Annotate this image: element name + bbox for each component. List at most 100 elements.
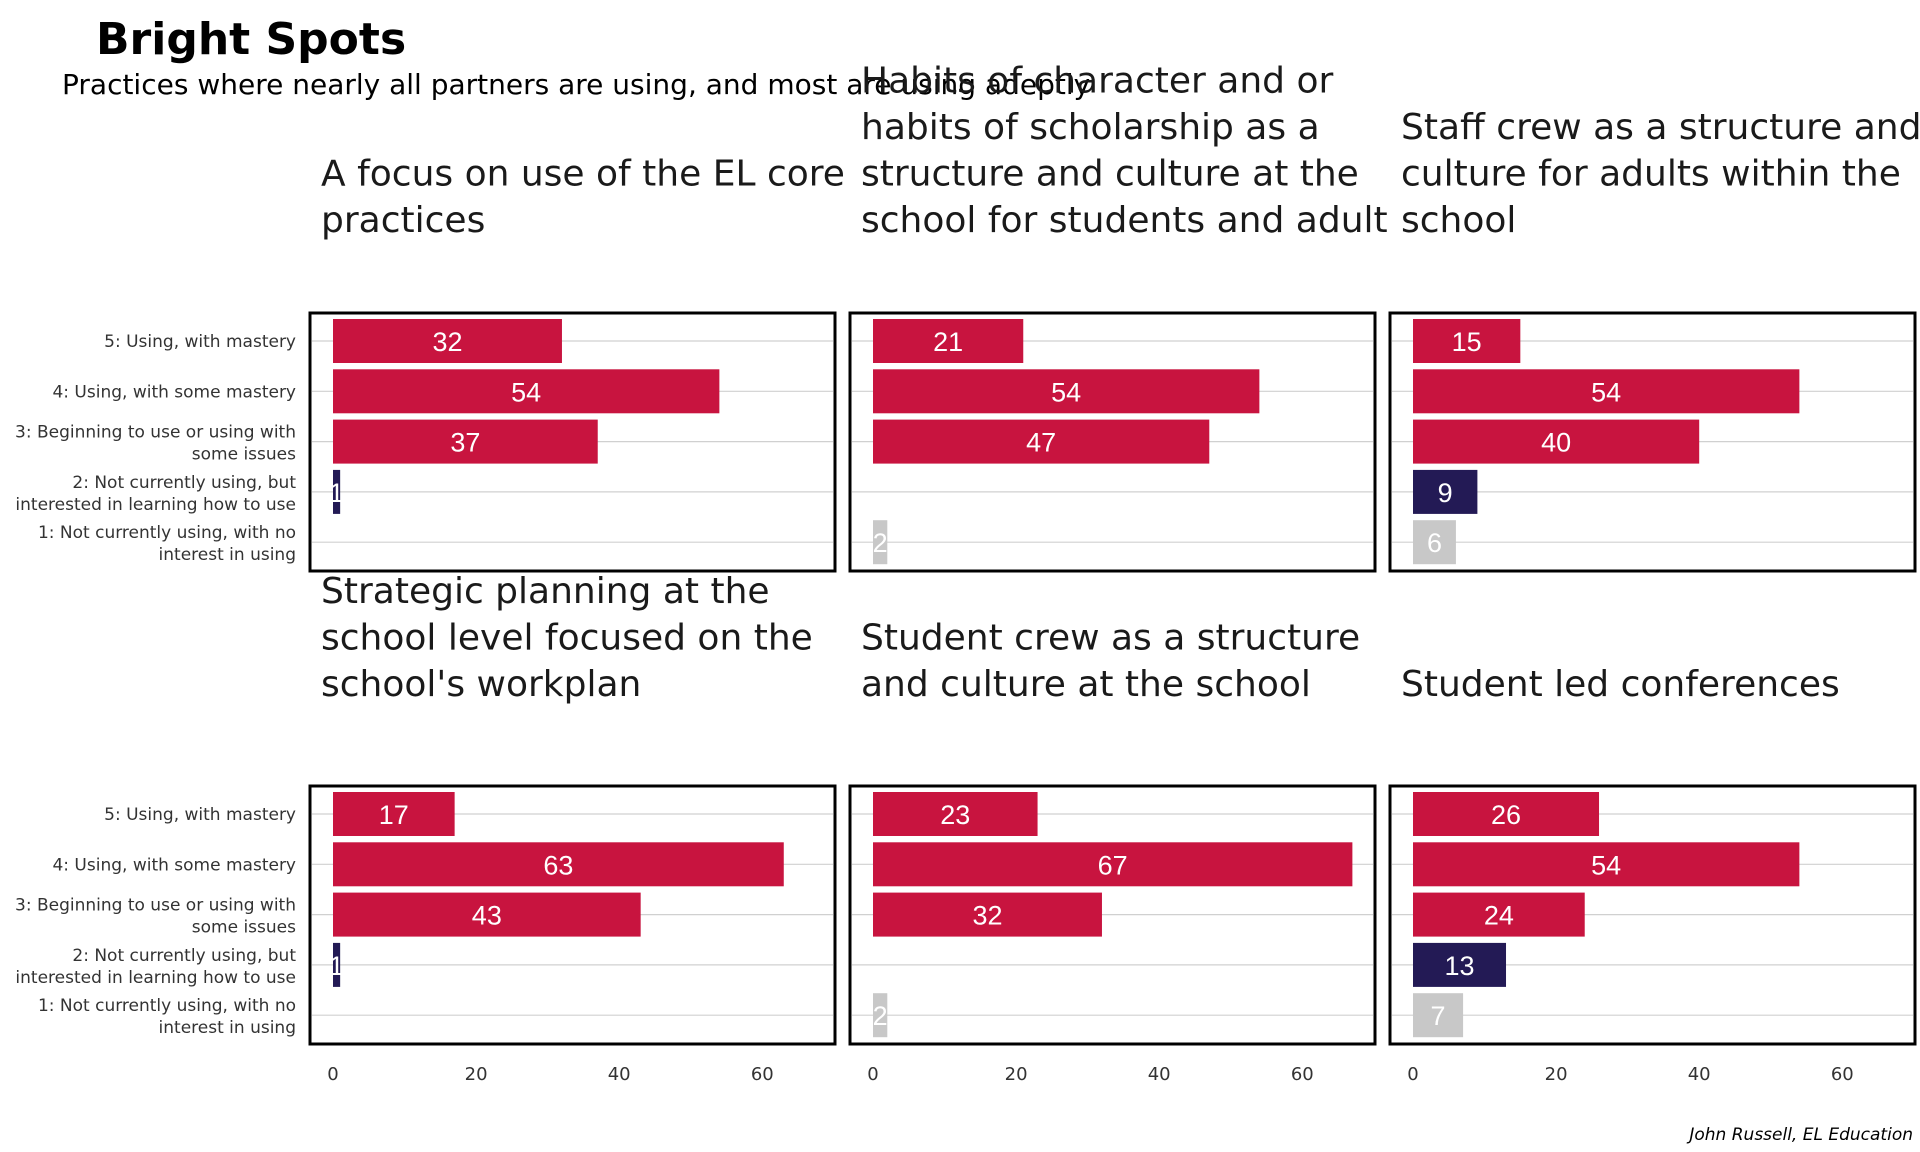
- bar: [873, 520, 888, 565]
- panel-title-line: Student led conferences: [1401, 664, 1840, 705]
- x-tick-label: 0: [1407, 1064, 1418, 1085]
- bar: [873, 369, 1260, 414]
- panel-title-line: school level focused on the: [321, 618, 813, 659]
- x-tick-label: 0: [327, 1064, 338, 1085]
- page-title: Bright Spots: [96, 14, 407, 65]
- bar-value-label: 63: [543, 850, 573, 880]
- bar: [1413, 469, 1478, 514]
- x-tick-label: 20: [1005, 1064, 1028, 1085]
- bar-value-label: 15: [1452, 327, 1482, 357]
- bar: [333, 942, 341, 987]
- bar: [1413, 842, 1800, 887]
- category-label: 3: Beginning to use or using with: [15, 423, 296, 443]
- x-tick-label: 20: [1545, 1064, 1568, 1085]
- x-tick-label: 60: [751, 1064, 774, 1085]
- panel-frame: [308, 784, 837, 1046]
- x-tick-label: 0: [867, 1064, 878, 1085]
- bar-value-label: 23: [940, 800, 970, 830]
- bar: [333, 369, 720, 414]
- bar-value-label: 7: [1431, 1001, 1446, 1031]
- category-label: interest in using: [159, 545, 296, 565]
- page-subtitle: Practices where nearly all partners are …: [62, 68, 1091, 101]
- bar-value-label: 1: [329, 478, 344, 508]
- panel-frame: [1388, 311, 1917, 573]
- bar: [1413, 942, 1507, 987]
- bar-value-label: 43: [472, 901, 502, 931]
- panel-frame: [308, 311, 837, 573]
- panel-title-line: Staff crew as a structure and: [1401, 107, 1920, 148]
- bar: [873, 319, 1024, 363]
- panel-title-line: habits of scholarship as a: [861, 107, 1320, 148]
- category-label: 5: Using, with mastery: [104, 805, 296, 825]
- bar-value-label: 6: [1427, 528, 1442, 558]
- bar: [873, 892, 1102, 937]
- bar-value-label: 17: [379, 800, 409, 830]
- panel-title-line: school: [1401, 200, 1516, 241]
- bar: [873, 993, 888, 1038]
- category-label: 2: Not currently using, but: [72, 946, 296, 966]
- panel-title-line: structure and culture at the: [861, 154, 1359, 195]
- panel-title-line: culture for adults within the: [1401, 154, 1901, 195]
- category-label: some issues: [192, 445, 296, 465]
- bar: [333, 419, 598, 464]
- category-label: 3: Beginning to use or using with: [15, 896, 296, 916]
- panel-frame: [1388, 784, 1917, 1046]
- category-label: interested in learning how to use: [15, 968, 296, 988]
- category-label: 2: Not currently using, but: [72, 473, 296, 493]
- bar-value-label: 2: [873, 1001, 888, 1031]
- bar: [333, 792, 455, 836]
- bar-value-label: 54: [1051, 377, 1081, 407]
- panel-title-line: practices: [321, 200, 485, 241]
- bar-value-label: 54: [511, 377, 541, 407]
- category-label: some issues: [192, 918, 296, 938]
- x-tick-label: 40: [1688, 1064, 1711, 1085]
- bar-value-label: 9: [1438, 478, 1453, 508]
- panel-title-line: Habits of character and or: [861, 61, 1333, 102]
- panel-title-line: Student crew as a structure: [861, 618, 1360, 659]
- bar-value-label: 54: [1591, 377, 1621, 407]
- bar-value-label: 54: [1591, 850, 1621, 880]
- caption: John Russell, EL Education: [1689, 1125, 1913, 1145]
- bar-value-label: 1: [329, 951, 344, 981]
- category-label: 4: Using, with some mastery: [52, 382, 296, 402]
- bar: [333, 469, 341, 514]
- bar-value-label: 32: [432, 327, 462, 357]
- bar: [1413, 369, 1800, 414]
- bar: [1413, 319, 1521, 363]
- bar: [1413, 892, 1585, 937]
- panel-title-line: school's workplan: [321, 664, 641, 705]
- x-tick-label: 60: [1291, 1064, 1314, 1085]
- panel-title-line: and culture at the school: [861, 664, 1311, 705]
- bar: [1413, 520, 1456, 565]
- bar-value-label: 24: [1484, 901, 1514, 931]
- bar-value-label: 32: [972, 901, 1002, 931]
- bar-value-label: 37: [450, 428, 480, 458]
- bar: [1413, 792, 1600, 836]
- bar-value-label: 67: [1098, 850, 1128, 880]
- bar: [333, 892, 641, 937]
- bar-value-label: 21: [933, 327, 963, 357]
- category-label: interested in learning how to use: [15, 495, 296, 515]
- bar-value-label: 2: [873, 528, 888, 558]
- category-label: 1: Not currently using, with no: [38, 996, 296, 1016]
- bar-value-label: 13: [1444, 951, 1474, 981]
- panel-frame: [848, 784, 1377, 1046]
- category-label: 1: Not currently using, with no: [38, 523, 296, 543]
- bar: [873, 792, 1038, 836]
- category-label: 5: Using, with mastery: [104, 332, 296, 352]
- x-tick-label: 60: [1831, 1064, 1854, 1085]
- panel-title-line: A focus on use of the EL core: [321, 154, 845, 195]
- panel-title-line: Strategic planning at the: [321, 571, 770, 612]
- bar-value-label: 40: [1541, 428, 1571, 458]
- x-tick-label: 40: [608, 1064, 631, 1085]
- category-label: interest in using: [159, 1018, 296, 1038]
- bar-value-label: 26: [1491, 800, 1521, 830]
- category-label: 4: Using, with some mastery: [52, 855, 296, 875]
- bar: [333, 319, 562, 363]
- x-tick-label: 40: [1148, 1064, 1171, 1085]
- bar: [333, 842, 784, 887]
- x-tick-label: 20: [465, 1064, 488, 1085]
- bar: [873, 419, 1210, 464]
- bar: [1413, 419, 1700, 464]
